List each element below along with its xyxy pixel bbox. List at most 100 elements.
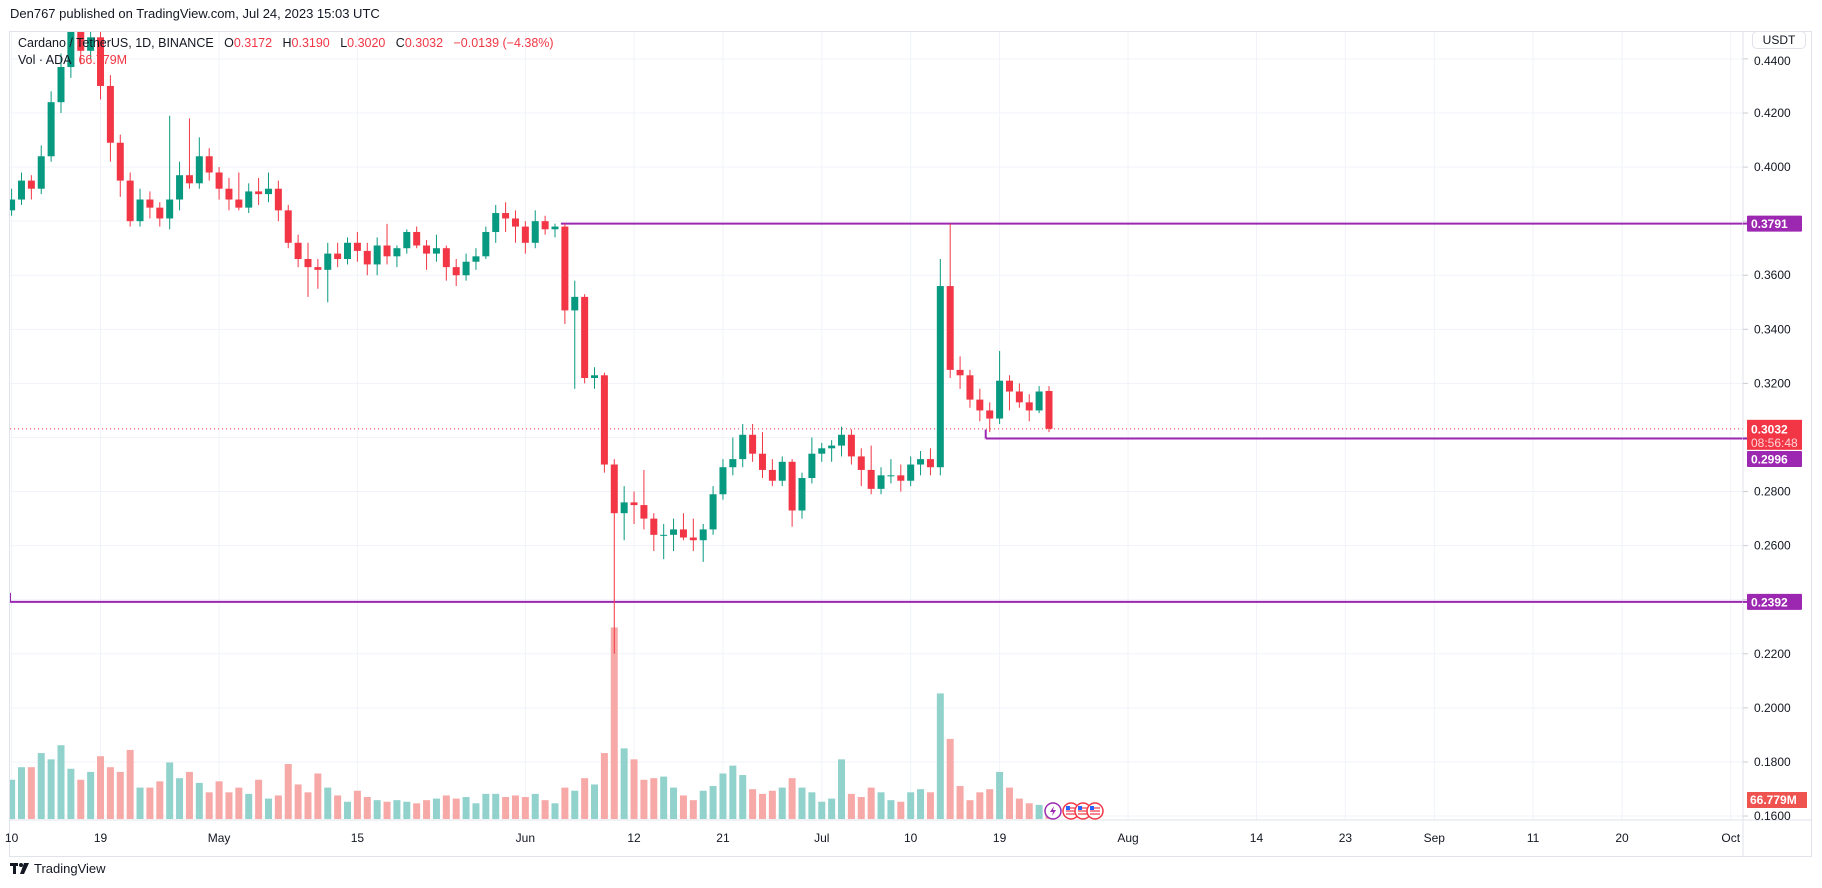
grid: [10, 32, 1743, 820]
price-tick-label: 0.4000: [1754, 160, 1791, 174]
volume-bar: [699, 790, 707, 819]
price-tick-label: 0.1800: [1754, 755, 1791, 769]
volume-bar: [452, 798, 460, 819]
candle-body: [10, 199, 16, 211]
candle-body: [739, 434, 747, 460]
time-tick-label: 12: [627, 831, 641, 845]
candle-body: [413, 231, 421, 246]
volume-bars: [10, 627, 1053, 819]
volume-bar: [106, 767, 114, 819]
candle-body: [403, 231, 411, 249]
candle-body: [926, 459, 934, 468]
volume-bar: [917, 789, 925, 819]
currency-button[interactable]: USDT: [1752, 31, 1806, 49]
time-axis[interactable]: 10 19 May 15 Jun 12 21 Jul 10 19 Aug 14 23 Sep 11 20 Oct: [5, 831, 1741, 845]
flag-canton: [1066, 806, 1070, 810]
event-icons[interactable]: [1044, 802, 1104, 820]
candle-body: [452, 267, 460, 276]
candle-body: [472, 256, 480, 262]
candle-body: [531, 221, 539, 243]
candle-body: [353, 242, 361, 251]
volume-bar: [442, 795, 450, 819]
candle-body: [511, 218, 519, 227]
candle-body: [106, 85, 114, 143]
open-label: O: [224, 36, 234, 50]
countdown-label: 08:56:48: [1751, 436, 1798, 450]
volume-bar: [185, 771, 193, 819]
volume-bar: [423, 800, 431, 819]
last-price-label-bg: [1747, 419, 1802, 450]
volume-bar: [502, 797, 510, 819]
volume-bar: [650, 778, 658, 819]
volume-bar: [37, 753, 45, 819]
volume-bar: [986, 789, 994, 819]
candle-body: [788, 461, 796, 511]
volume-bar: [828, 798, 836, 819]
candle-body: [808, 453, 816, 479]
candle-body: [600, 375, 608, 465]
candle-body: [146, 199, 154, 208]
volume-bar: [344, 801, 352, 819]
tradingview-logo-text: TradingView: [34, 861, 106, 876]
time-tick-label: Oct: [1721, 831, 1740, 845]
low-value: 0.3020: [347, 36, 386, 50]
volume-bar: [1015, 798, 1023, 819]
volume-bar: [571, 790, 579, 819]
price-tick-label: 0.3400: [1754, 322, 1791, 336]
tradingview-logo[interactable]: TradingView: [10, 861, 106, 876]
change-value: −0.0139 (−4.38%): [453, 36, 554, 50]
volume-axis-label: 66.779M: [1750, 793, 1797, 807]
chart-frame: [9, 31, 1812, 857]
volume-label[interactable]: Vol · ADA: [18, 53, 72, 67]
volume-bar: [996, 771, 1004, 819]
candle-body: [956, 369, 964, 376]
tradingview-logo-icon: [10, 862, 29, 874]
volume-bar: [363, 797, 371, 819]
volume-bar: [897, 801, 905, 819]
price-tick-label: 0.4200: [1754, 106, 1791, 120]
candle-body: [670, 529, 678, 535]
volume-bar: [492, 793, 500, 819]
volume-bar: [778, 787, 786, 819]
time-tick-label: 20: [1615, 831, 1629, 845]
volume-bar: [1025, 803, 1033, 819]
candle-body: [462, 261, 470, 276]
candle-body: [561, 226, 569, 311]
volume-bar: [739, 775, 747, 819]
candle-body: [176, 175, 184, 200]
time-tick-label: Aug: [1117, 831, 1138, 845]
price-tick-label: 0.2600: [1754, 539, 1791, 553]
candle-body: [97, 37, 105, 86]
price-tick-label: 0.3600: [1754, 268, 1791, 282]
volume-bar: [264, 798, 272, 819]
volume-bar: [324, 787, 332, 819]
volume-bar: [630, 759, 638, 819]
candle-body: [1035, 391, 1043, 411]
volume-value: 66.779M: [78, 53, 128, 67]
price-tick-label: 0.3200: [1754, 376, 1791, 390]
time-tick-label: Jul: [814, 831, 829, 845]
volume-bar: [591, 784, 599, 819]
candle-body: [373, 245, 381, 265]
volume-bar: [146, 787, 154, 819]
candle-body: [284, 210, 292, 243]
volume-bar: [758, 793, 766, 819]
volume-bar: [511, 795, 519, 819]
candle-body: [126, 180, 134, 222]
time-tick-label: 19: [993, 831, 1007, 845]
candle-body: [768, 469, 776, 481]
symbol-name[interactable]: Cardano / TetherUS, 1D, BINANCE: [18, 36, 214, 50]
horizontal-levels[interactable]: [10, 222, 1743, 603]
volume-legend: Vol · ADA 66.779M: [18, 53, 127, 67]
candle-body: [1025, 402, 1033, 411]
candle-body: [136, 199, 144, 222]
candle-body: [650, 518, 658, 535]
candle-body: [610, 464, 618, 514]
price-axis[interactable]: 0.1600 0.1800 0.2000 0.2200 0.2600 0.2800 0.32…: [1743, 54, 1791, 823]
candle-body: [77, 32, 85, 51]
candle-body: [758, 453, 766, 470]
candle-body: [729, 459, 737, 468]
volume-bar: [97, 756, 105, 819]
